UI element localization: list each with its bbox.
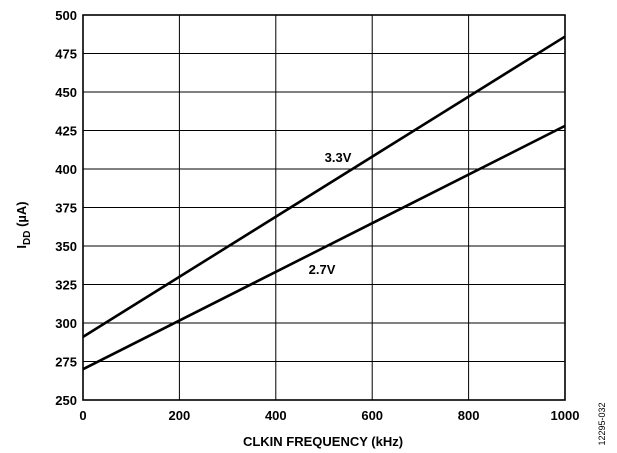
y-tick-label-250: 250 <box>55 393 77 408</box>
y-tick-label-350: 350 <box>55 239 77 254</box>
grid <box>82 14 566 401</box>
x-tick-label-0: 0 <box>79 408 86 423</box>
series-line-2.7v <box>82 124 566 371</box>
y-tick-label-450: 450 <box>55 85 77 100</box>
series-line-3.3v <box>82 35 566 338</box>
x-tick-label-1000: 1000 <box>551 408 580 423</box>
y-axis-label-sub: DD <box>22 231 33 245</box>
series-label-2.7v: 2.7V <box>309 262 336 277</box>
y-axis-label-unit: (µA) <box>14 201 29 230</box>
y-axis-label: IDD (µA) <box>14 201 33 248</box>
x-tick-labels: 0 200 400 600 800 1000 <box>79 408 579 423</box>
series-label-3.3v: 3.3V <box>325 150 352 165</box>
y-tick-label-300: 300 <box>55 316 77 331</box>
x-tick-label-800: 800 <box>458 408 480 423</box>
y-tick-label-375: 375 <box>55 201 77 216</box>
x-tick-label-400: 400 <box>265 408 287 423</box>
x-tick-label-200: 200 <box>169 408 191 423</box>
y-tick-label-275: 275 <box>55 355 77 370</box>
y-tick-label-475: 475 <box>55 47 77 62</box>
plot-frame <box>82 14 566 401</box>
x-axis-label: CLKIN FREQUENCY (kHz) <box>243 434 403 449</box>
x-tick-label-600: 600 <box>361 408 383 423</box>
y-tick-label-400: 400 <box>55 162 77 177</box>
y-tick-label-425: 425 <box>55 124 77 139</box>
series-lines <box>82 35 566 371</box>
y-tick-labels: 250 275 300 325 350 375 400 425 450 475 500 <box>55 8 77 408</box>
y-tick-label-325: 325 <box>55 278 77 293</box>
y-axis-label-main: I <box>14 245 29 249</box>
y-tick-label-500: 500 <box>55 8 77 23</box>
figure-id: 12295-032 <box>597 402 607 445</box>
